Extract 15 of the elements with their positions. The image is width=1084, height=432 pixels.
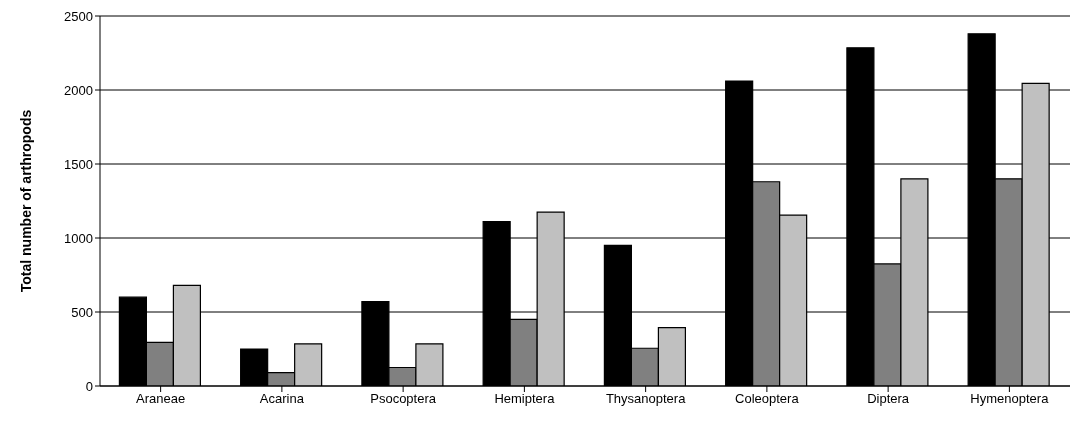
x-tick-label: Diptera — [867, 391, 910, 407]
x-tick-label: Thysanoptera — [605, 391, 687, 407]
y-tick-label: 1000 — [64, 230, 93, 246]
y-tick-label: 0 — [85, 378, 93, 394]
x-tick-label: Hymenoptera — [970, 391, 1050, 407]
y-axis-title: Total number of arthropods — [17, 109, 34, 293]
y-tick-label: 500 — [71, 304, 93, 320]
y-tick-label: 2500 — [64, 8, 93, 24]
x-tick-label: Acarina — [259, 391, 305, 407]
x-tick-label: Hemiptera — [494, 391, 556, 407]
x-tick-label: Araneae — [136, 391, 186, 407]
x-tick-label: Coleoptera — [735, 391, 800, 407]
x-tick-label: Psocoptera — [370, 391, 437, 407]
y-tick-label: 2000 — [64, 82, 93, 98]
y-tick-label: 1500 — [64, 156, 93, 172]
